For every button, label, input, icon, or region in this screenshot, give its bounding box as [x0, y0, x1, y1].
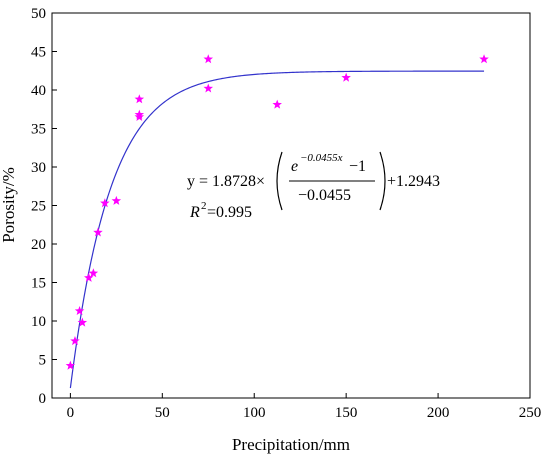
- data-point-13: [203, 54, 214, 64]
- x-tick-label-0: 0: [67, 405, 75, 421]
- data-point-10: [134, 109, 145, 119]
- data-point-7: [100, 198, 110, 208]
- r-squared-label: R: [189, 204, 200, 221]
- y-tick-label-5: 25: [31, 199, 46, 215]
- fit-curve-layer: [69, 70, 485, 389]
- x-tick-label-4: 200: [427, 405, 450, 421]
- data-point-3: [77, 317, 88, 327]
- y-tick-label-4: 20: [31, 237, 46, 253]
- equation-numerator-tail: −1: [349, 158, 366, 175]
- data-points-layer: [65, 54, 489, 370]
- data-point-14: [272, 99, 282, 109]
- x-axis-title: Precipitation/mm: [232, 435, 350, 454]
- data-point-2: [74, 305, 85, 316]
- equation-lhs: y = 1.8728×: [187, 173, 265, 190]
- y-tick-label-9: 45: [31, 45, 46, 61]
- data-point-8: [111, 195, 122, 205]
- equation-numerator-base: e: [291, 158, 298, 175]
- data-point-1: [70, 336, 80, 346]
- data-point-11: [134, 94, 145, 104]
- x-tick-label-3: 150: [335, 405, 358, 421]
- data-point-5: [88, 268, 99, 278]
- x-tick-label-2: 100: [243, 405, 266, 421]
- data-point-15: [341, 72, 351, 82]
- x-tick-label-1: 50: [155, 405, 170, 421]
- fit-curve: [69, 70, 485, 389]
- fit-equation: y = 1.8728× e −0.0455x −1 −0.0455 +1.294…: [187, 151, 440, 221]
- data-point-16: [479, 54, 489, 64]
- equation-denominator: −0.0455: [298, 187, 351, 204]
- data-point-4: [84, 272, 94, 282]
- data-point-0: [65, 360, 76, 370]
- axis-ticks: 0 50 100 150 200 250 0 5 10 15 20 25 30 35 40 45 50: [31, 6, 541, 421]
- y-tick-label-3: 15: [31, 276, 46, 292]
- y-tick-label-6: 30: [31, 160, 46, 176]
- equation-rhs: +1.2943: [387, 173, 440, 190]
- r-squared-value: =0.995: [207, 204, 252, 221]
- y-tick-label-8: 40: [31, 83, 46, 99]
- y-tick-label-10: 50: [31, 6, 46, 22]
- y-tick-label-0: 0: [39, 391, 47, 407]
- equation-numerator-exponent: −0.0455x: [300, 152, 343, 164]
- x-tick-label-5: 250: [519, 405, 542, 421]
- y-tick-label-7: 35: [31, 122, 46, 138]
- y-axis-title: Porosity/%: [0, 167, 18, 243]
- equation-left-paren: [276, 151, 283, 211]
- data-point-6: [93, 227, 103, 237]
- data-point-12: [203, 83, 214, 93]
- r-squared-superscript: 2: [201, 200, 207, 212]
- y-tick-label-1: 5: [39, 353, 47, 369]
- equation-right-paren: [379, 151, 386, 211]
- y-tick-label-2: 10: [31, 314, 46, 330]
